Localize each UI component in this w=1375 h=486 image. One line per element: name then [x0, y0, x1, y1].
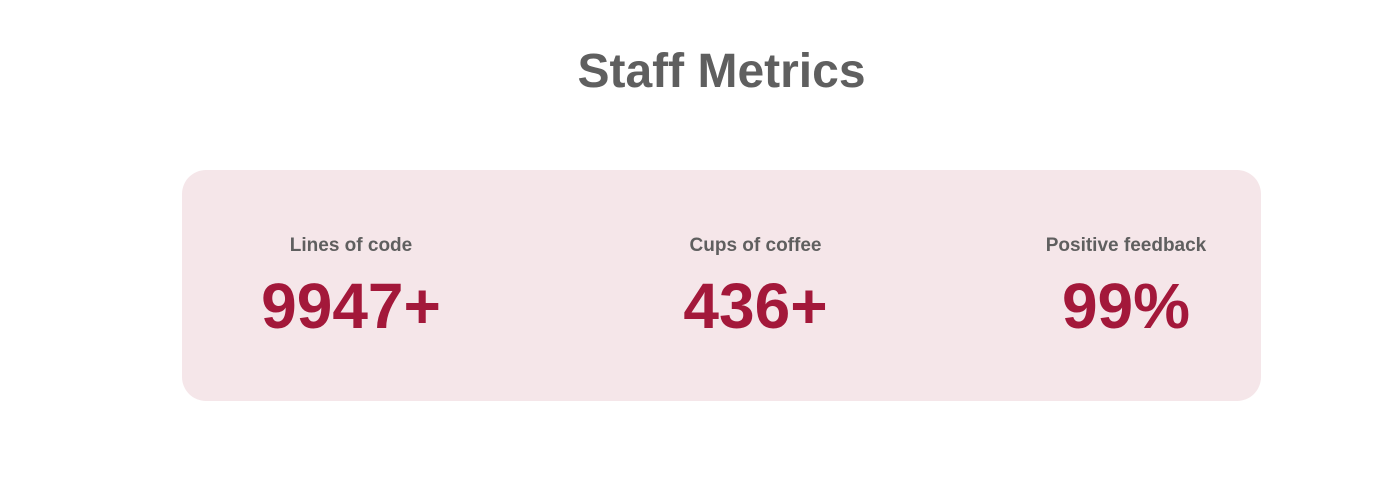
metric-label: Cups of coffee [689, 235, 822, 256]
metric-value: 436+ [683, 270, 828, 342]
metric-value: 99% [1061, 270, 1191, 342]
metrics-card: Lines of code 9947+ Cups of coffee 436+ … [182, 170, 1261, 401]
metric-lines-of-code: Lines of code 9947+ [232, 234, 470, 342]
metric-positive-feedback: Positive feedback 99% [1031, 234, 1221, 342]
metric-label: Lines of code [289, 235, 413, 256]
metric-label: Positive feedback [1045, 235, 1207, 256]
metric-cups-of-coffee: Cups of coffee 436+ [658, 234, 853, 342]
page-title: Staff Metrics [577, 45, 866, 98]
metric-value: 9947+ [261, 270, 441, 342]
